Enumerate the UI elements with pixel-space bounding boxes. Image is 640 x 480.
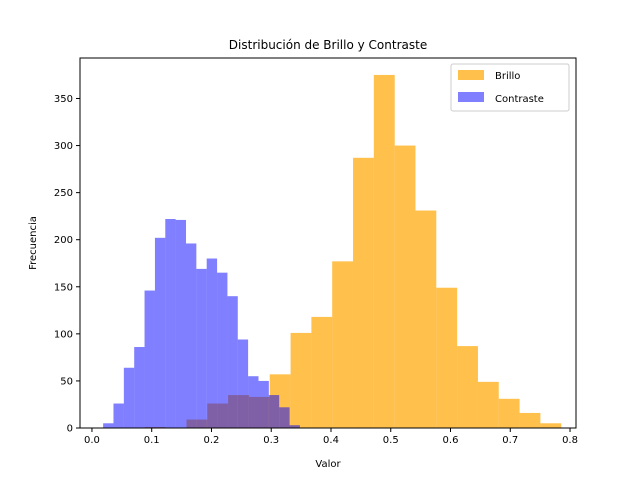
contraste-bar bbox=[206, 258, 218, 428]
y-tick-label: 350 bbox=[54, 94, 73, 105]
x-tick-label: 0.7 bbox=[502, 435, 518, 446]
y-tick-label: 150 bbox=[54, 282, 73, 293]
brillo-bar bbox=[519, 412, 541, 428]
x-tick-label: 0.4 bbox=[323, 435, 339, 446]
contraste-bar bbox=[217, 272, 228, 428]
y-tick-label: 0 bbox=[67, 424, 73, 435]
contraste-bar bbox=[268, 395, 280, 428]
contraste-bar bbox=[227, 296, 238, 428]
y-tick-label: 50 bbox=[60, 376, 73, 387]
brillo-bar bbox=[353, 157, 374, 429]
contraste-bar bbox=[289, 425, 300, 428]
legend: Brillo Contraste bbox=[450, 63, 570, 112]
plot-frame bbox=[79, 57, 577, 429]
series-contraste bbox=[103, 218, 300, 428]
contraste-bar bbox=[134, 347, 145, 428]
brillo-bar bbox=[436, 287, 458, 428]
y-tick-label: 200 bbox=[54, 235, 73, 246]
contraste-bar bbox=[144, 290, 155, 428]
contraste-bar bbox=[175, 219, 187, 428]
x-tick-label: 0.6 bbox=[443, 435, 459, 446]
x-tick-label: 0.1 bbox=[144, 435, 160, 446]
brillo-bar bbox=[540, 423, 562, 428]
brillo-bar bbox=[457, 346, 478, 428]
y-tick-label: 100 bbox=[54, 329, 73, 340]
brillo-bar bbox=[498, 398, 520, 428]
x-tick-label: 0.3 bbox=[263, 435, 279, 446]
bars-layer bbox=[103, 74, 562, 429]
brillo-bar bbox=[477, 381, 499, 428]
contraste-bar bbox=[154, 237, 166, 428]
contraste-bar bbox=[279, 407, 290, 428]
brillo-bar bbox=[394, 145, 416, 428]
x-tick-label: 0.5 bbox=[383, 435, 399, 446]
legend-swatch-contraste bbox=[458, 92, 484, 102]
y-tick-label: 300 bbox=[54, 141, 73, 152]
contraste-bar bbox=[165, 218, 176, 428]
brillo-bar bbox=[373, 74, 395, 428]
brillo-bar bbox=[332, 261, 354, 428]
series-brillo bbox=[144, 74, 562, 429]
contraste-bar bbox=[113, 403, 124, 428]
contraste-bar bbox=[196, 268, 207, 428]
contraste-bar bbox=[248, 376, 259, 428]
contraste-bar bbox=[258, 380, 269, 428]
legend-label-brillo: Brillo bbox=[495, 71, 520, 82]
y-axis: 0 50 100 150 200 250 300 350 bbox=[54, 94, 80, 435]
contraste-bar bbox=[186, 243, 197, 428]
chart-title: Distribución de Brillo y Contraste bbox=[229, 38, 427, 52]
legend-label-contraste: Contraste bbox=[495, 94, 544, 105]
brillo-bar bbox=[311, 316, 333, 428]
y-tick-label: 250 bbox=[54, 188, 73, 199]
x-axis: 0.0 0.1 0.2 0.3 0.4 0.5 0.6 0.7 0.8 bbox=[84, 428, 578, 446]
contraste-bar bbox=[237, 339, 249, 428]
x-tick-label: 0.8 bbox=[562, 435, 578, 446]
x-tick-label: 0.0 bbox=[84, 435, 100, 446]
brillo-bar bbox=[290, 332, 312, 428]
brillo-bar bbox=[415, 210, 437, 428]
x-axis-label: Valor bbox=[315, 459, 341, 470]
y-axis-label: Frecuencia bbox=[28, 216, 39, 270]
legend-swatch-brillo bbox=[458, 70, 484, 80]
contraste-bar bbox=[103, 423, 114, 428]
contraste-bar bbox=[123, 367, 135, 428]
x-tick-label: 0.2 bbox=[204, 435, 220, 446]
